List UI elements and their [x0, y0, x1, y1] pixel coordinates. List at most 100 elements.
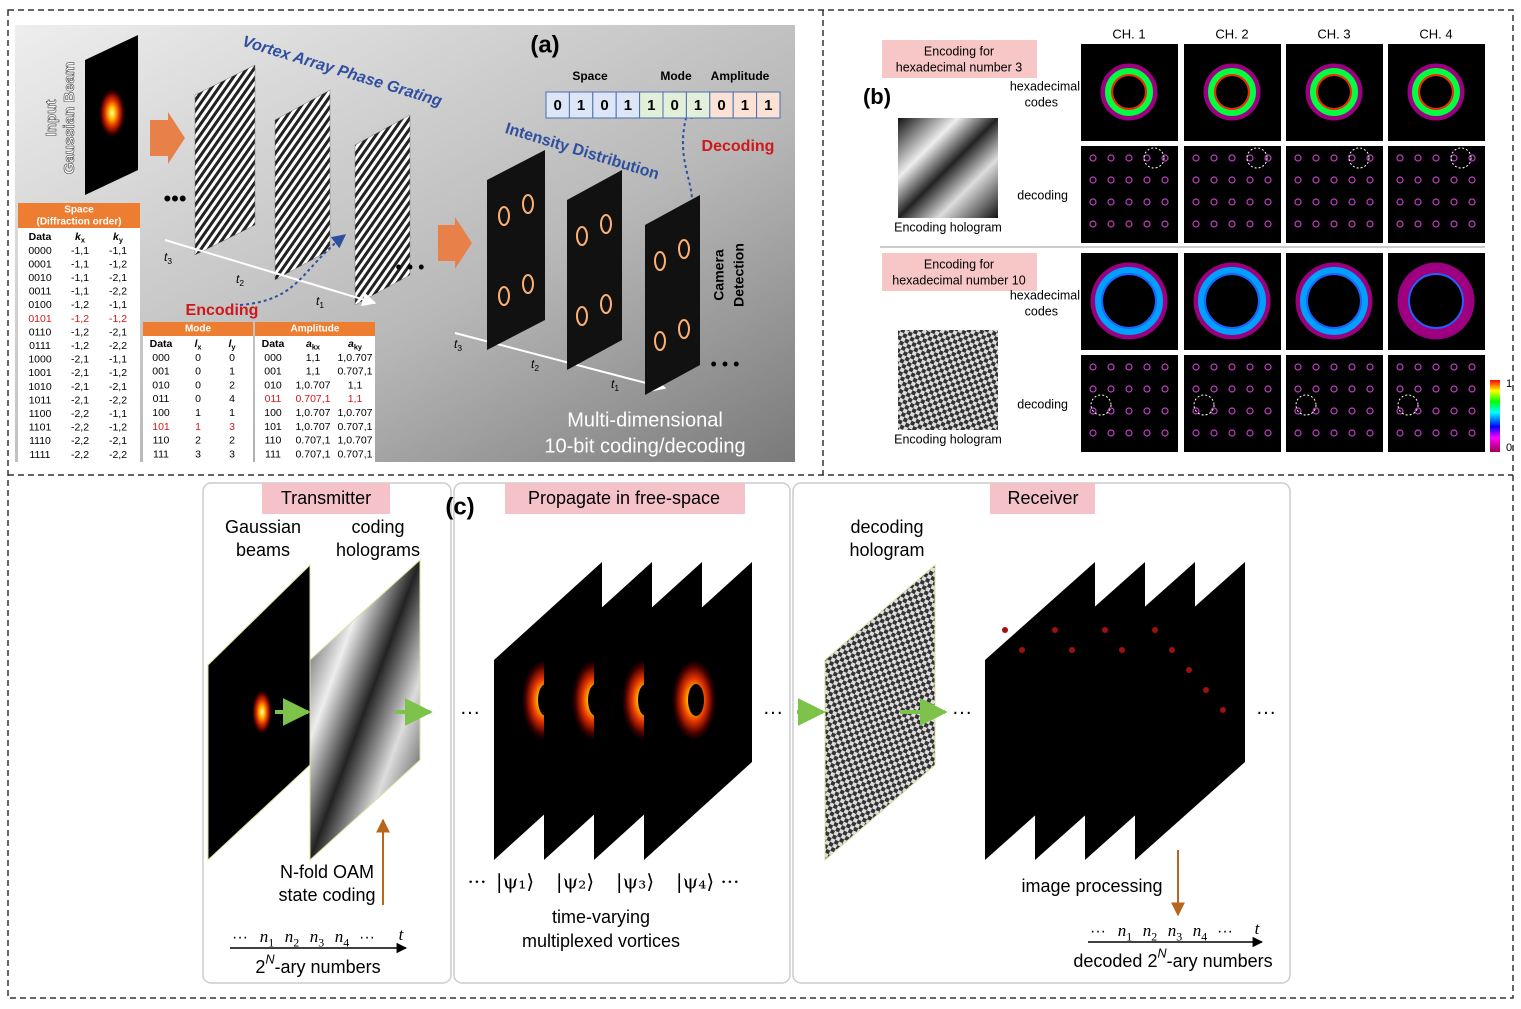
axis-label: t3: [164, 250, 172, 266]
table-cell: 0: [195, 366, 201, 378]
decode-spot: [1264, 176, 1272, 184]
ring-outer: [1305, 63, 1363, 121]
decode-spot: [1107, 385, 1115, 393]
table-cell: -2,2: [71, 408, 89, 420]
table-cell: 4: [229, 393, 235, 405]
table-cell: 100: [152, 407, 170, 419]
ring-inner: [1111, 74, 1147, 110]
ring-outer: [1100, 63, 1158, 121]
decode-spot: [1143, 385, 1151, 393]
table-cell: 1101: [29, 422, 52, 434]
tick-label: n2: [1143, 921, 1158, 943]
decode-spot: [1312, 385, 1320, 393]
intensity-ring: [678, 239, 690, 259]
panel-label: (b): [863, 84, 891, 109]
decode-spot: [1264, 154, 1272, 162]
decode-spot: [1161, 407, 1169, 415]
decode-spot: [1312, 154, 1320, 162]
ellipsis: ···: [1090, 923, 1106, 940]
text-part: y: [231, 342, 236, 351]
table-cell: -2,2: [71, 435, 89, 447]
decode-spot: [1125, 385, 1133, 393]
decode-spot: [1210, 429, 1218, 437]
table-cell: -1,1: [109, 245, 127, 257]
table-cell: -1,2: [109, 422, 127, 434]
ring-outer: [1295, 262, 1373, 340]
decode-spot: [1468, 363, 1476, 371]
decode-spot: [1161, 154, 1169, 162]
decode-spot: [1396, 429, 1404, 437]
ket: |ψ₁⟩: [496, 870, 534, 895]
decode-spot: [1450, 154, 1458, 162]
table-cell: 3: [229, 421, 235, 433]
table-cell: 1,1: [306, 352, 321, 364]
text-part: n: [1193, 921, 1202, 940]
text-part: 3: [1176, 929, 1182, 943]
decode-spot: [1161, 176, 1169, 184]
camera-label: Detection: [731, 243, 747, 307]
decode-spot: [1125, 154, 1133, 162]
decode-spot: [1264, 429, 1272, 437]
table-cell: -1,1: [109, 354, 127, 366]
decode-spot: [1312, 407, 1320, 415]
decode-spot: [1450, 385, 1458, 393]
decode-spot: [1312, 198, 1320, 206]
section-title: Transmitter: [281, 488, 371, 508]
beam-spot: [99, 89, 125, 137]
decode-spot: [1468, 198, 1476, 206]
decode-spot: [1089, 220, 1097, 228]
row-label: hexadecimal: [1010, 79, 1080, 93]
decode-spot: [1228, 154, 1236, 162]
text-part: ky: [354, 342, 363, 351]
table-cell: -2,1: [109, 326, 127, 338]
highlight-circle: [1397, 394, 1419, 416]
decode-spot: [1210, 220, 1218, 228]
highlight-circle: [1193, 394, 1215, 416]
table-cell: 1,0.707: [337, 435, 372, 447]
decode-spot: [1432, 363, 1440, 371]
decode-spot: [1192, 363, 1200, 371]
decode-spot: [1228, 220, 1236, 228]
decode-spot: [1432, 220, 1440, 228]
caption: decoding: [850, 517, 923, 537]
caption: coding: [351, 517, 404, 537]
table-cell: 110: [153, 435, 170, 447]
axis-label: t1: [611, 377, 619, 393]
table-cell: 3: [229, 448, 235, 460]
decode-spot: [1125, 363, 1133, 371]
ring-outer: [1397, 262, 1475, 340]
ellipsis: ···: [359, 929, 375, 946]
table-title: Space: [64, 205, 94, 216]
decode-spot: [1348, 363, 1356, 371]
beam-image: [1081, 44, 1178, 141]
table-cell: 1001: [28, 367, 52, 379]
table-cell: 3: [195, 448, 201, 460]
table-cell: 0.707,1: [337, 366, 372, 378]
decode-spot: [1107, 154, 1115, 162]
ring-inner: [1204, 273, 1260, 329]
table-cell: -2,2: [109, 340, 127, 352]
intensity-ring: [576, 226, 588, 246]
decode-spot: [1348, 220, 1356, 228]
tick-label: t: [399, 925, 405, 944]
table-cell: 000: [152, 352, 170, 364]
ring-inner: [1306, 273, 1362, 329]
text-part: 3: [457, 343, 462, 353]
ring-inner: [1316, 74, 1352, 110]
table-cell: 0.707,1: [295, 448, 330, 460]
decode-spot: [1450, 176, 1458, 184]
time-axis: [164, 239, 377, 307]
intensity-plane: [645, 195, 700, 395]
table-cell: 0: [195, 393, 201, 405]
text-part: k: [113, 231, 120, 243]
table-cell: 0.707,1: [337, 448, 372, 460]
text-part: 1: [614, 383, 619, 393]
outer-border: [7, 9, 1514, 999]
table-cell: -2,2: [71, 422, 89, 434]
decode-spot: [1414, 407, 1422, 415]
axis-label: t2: [531, 357, 539, 373]
table-cell: -1,1: [109, 408, 127, 420]
hologram-plane: [824, 563, 936, 862]
table-title-bar: [143, 322, 253, 336]
code-bit: 1: [694, 97, 702, 114]
